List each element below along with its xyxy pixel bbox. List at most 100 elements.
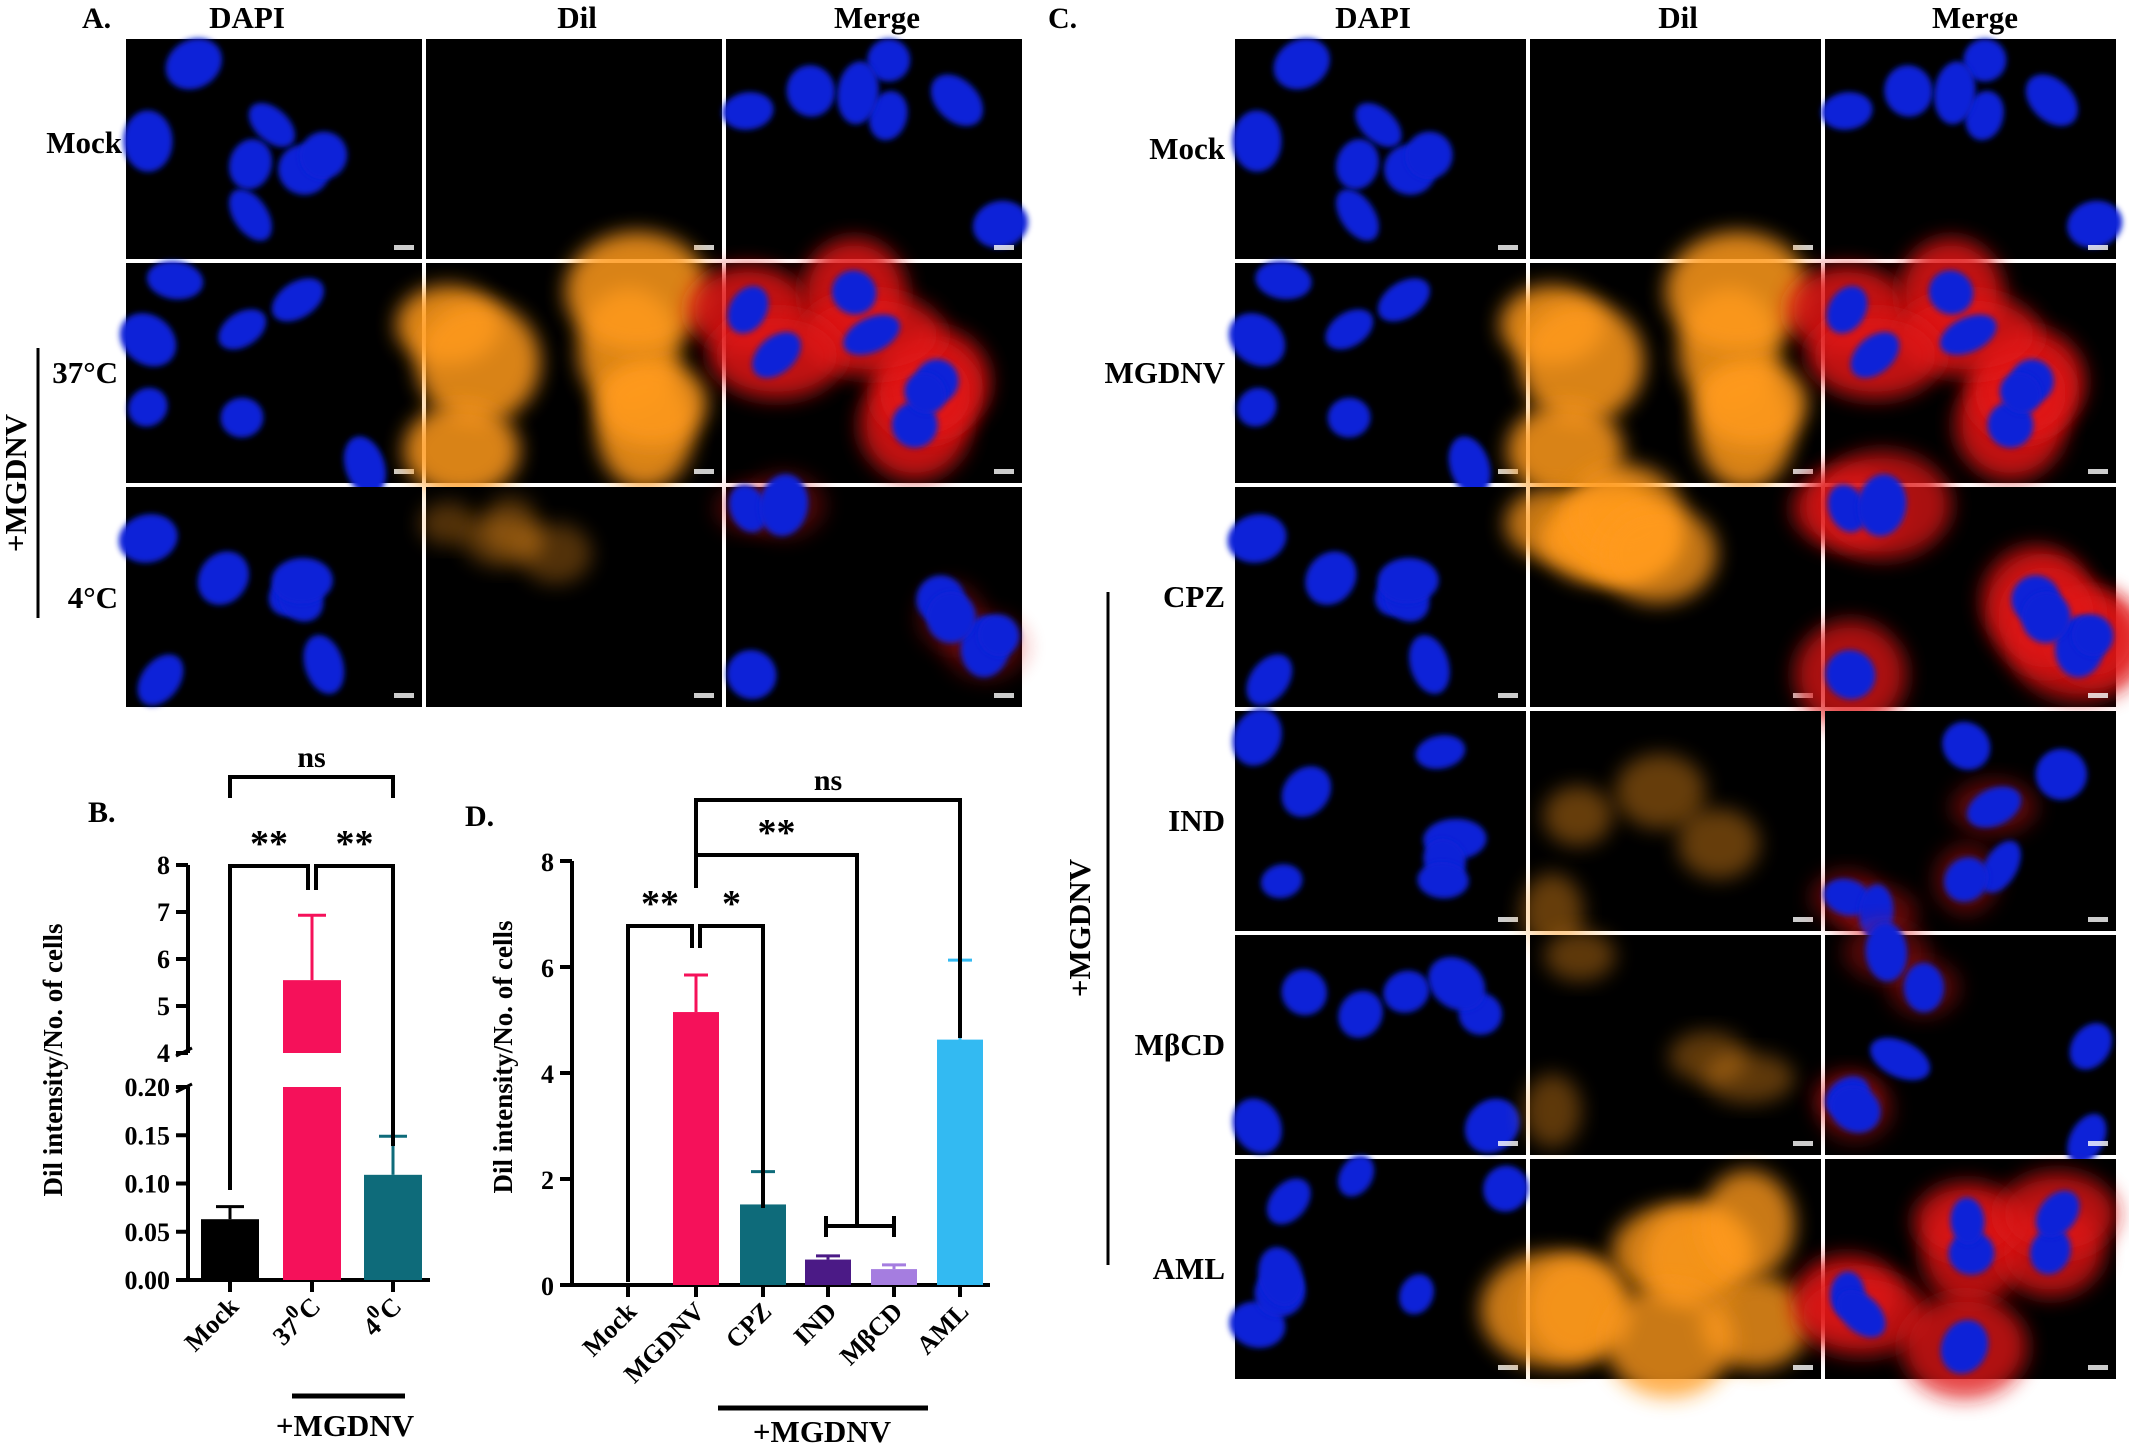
panel-a-r2-dapi-micrograph-nucleus bbox=[118, 514, 178, 563]
panel-a-r0-dapi-micrograph-nucleus bbox=[228, 139, 273, 190]
panel-c-r5-dil-micrograph-signal bbox=[1700, 1170, 1795, 1279]
panel-a-r0-dapi-micrograph-nucleus bbox=[248, 102, 296, 148]
panel-b-y-tick-label: 0.20 bbox=[125, 1073, 171, 1102]
panel-c-r5-dapi-micrograph-nucleus bbox=[1266, 1178, 1311, 1225]
panel-a-letter: A. bbox=[82, 2, 111, 35]
panel-c-r0-merge-micrograph-nucleus bbox=[1965, 90, 2004, 141]
panel-a-r0-merge-micrograph bbox=[722, 38, 1029, 259]
panel-c-r2-dapi-micrograph-nucleus bbox=[1246, 654, 1293, 706]
panel-c-r4-dapi-micrograph-scale-bar bbox=[1498, 1141, 1518, 1146]
panel-c-r3-dapi-micrograph-nucleus bbox=[1281, 766, 1332, 818]
panel-d-sig-cpz-bracket bbox=[698, 924, 765, 1208]
panel-c-r2-dil-micrograph-signal bbox=[1598, 503, 1717, 604]
panel-a-r2-dapi-micrograph bbox=[118, 487, 422, 707]
panel-c-r1-dapi-micrograph-nucleus bbox=[1327, 397, 1371, 438]
panel-c-r3-merge-micrograph-nucleus bbox=[2035, 748, 2088, 800]
panel-a-r1-dapi-micrograph-nucleus bbox=[343, 436, 387, 497]
panel-b-sig-right-bracket bbox=[314, 864, 395, 1146]
panel-c-r1-merge-micrograph-nucleus bbox=[1939, 314, 1997, 355]
panel-c-r1-dil-micrograph-signal bbox=[1695, 358, 1808, 447]
panel-c-r1-merge-micrograph-nucleus bbox=[1928, 270, 1974, 315]
panel-a-r0-merge-micrograph-nucleus bbox=[786, 65, 835, 117]
panel-c-r4-merge-micrograph-nucleus bbox=[1829, 1085, 1881, 1133]
panel-c-r2-merge-micrograph-nucleus bbox=[1857, 474, 1907, 537]
panel-c-r2-dapi-micrograph-nucleus bbox=[1377, 557, 1439, 604]
panel-b-bar bbox=[201, 1219, 259, 1280]
panel-c-r3-merge-micrograph-scale-bar bbox=[2088, 917, 2108, 922]
panel-b-group-label: +MGDNV bbox=[276, 1408, 415, 1443]
panel-a-r1-merge-micrograph-nucleus bbox=[904, 372, 947, 414]
panel-b-y-tick-label: 0.15 bbox=[125, 1121, 171, 1150]
panel-c-r4-dapi-micrograph-nucleus bbox=[1338, 990, 1383, 1038]
panel-a-r0-merge-micrograph-nucleus bbox=[868, 91, 908, 141]
panel-c-r0-merge-micrograph-nucleus bbox=[2025, 74, 2078, 127]
panel-a-r0-dil-micrograph-scale-bar bbox=[694, 245, 714, 250]
panel-a-r0-dapi-micrograph-nucleus bbox=[123, 110, 173, 172]
panel-c-r5-merge-micrograph-nucleus bbox=[2029, 1228, 2071, 1275]
panel-a-r1-dil-micrograph-signal bbox=[416, 301, 541, 424]
panel-c-row-label: MGDNV bbox=[1104, 355, 1225, 390]
panel-c-r5-dapi-micrograph-scale-bar bbox=[1498, 1365, 1518, 1370]
panel-d-x-tick-label: CPZ bbox=[720, 1297, 777, 1354]
panel-c-r2-dapi-micrograph-nucleus bbox=[1409, 635, 1450, 694]
panel-a-micrographs bbox=[118, 38, 1029, 707]
panel-a-r1-dapi-micrograph-nucleus bbox=[271, 278, 324, 322]
panel-a-r1-merge-micrograph-nucleus bbox=[752, 331, 801, 378]
panel-c-r1-dil-micrograph bbox=[1499, 231, 1821, 497]
panel-c-r4-merge-micrograph-nucleus bbox=[1865, 922, 1908, 982]
panel-c-r1-dapi-micrograph-nucleus bbox=[1377, 278, 1430, 322]
panel-a-group-label: +MGDNV bbox=[0, 413, 33, 552]
panel-d-x-tick-label: Mock bbox=[577, 1296, 643, 1362]
panel-c-r4-merge-micrograph-nucleus bbox=[2069, 1022, 2113, 1070]
panel-c-r1-merge-micrograph-nucleus bbox=[1826, 285, 1868, 334]
panel-a-r0-dapi-micrograph-nucleus bbox=[228, 189, 272, 241]
panel-c-row-label: AML bbox=[1153, 1251, 1225, 1286]
panel-a-r2-merge-micrograph-nucleus bbox=[726, 649, 777, 700]
panel-c-r1-dil-micrograph-signal bbox=[1665, 231, 1810, 351]
panel-c-r2-merge-micrograph bbox=[1792, 451, 2129, 729]
panel-b-ylabel: Dil intensity/No. of cells bbox=[38, 924, 68, 1197]
panel-b-chart: 4 5 6 7 8 0.00 0.05 0.10 0.15 0.20 Mock 370C 40C ns **… bbox=[125, 741, 430, 1399]
panel-d-sig-ind-mbcd-label: ** bbox=[758, 812, 796, 854]
panel-c-r5-merge-micrograph-nucleus bbox=[1836, 1290, 1886, 1338]
panel-b-sig-left-label: ** bbox=[250, 823, 288, 865]
panel-c-col-dil: Dil bbox=[1658, 0, 1698, 35]
panel-b-sig-ns-label: ns bbox=[297, 741, 325, 774]
panel-b-letter: B. bbox=[88, 796, 116, 829]
panel-d-sig-mock-bracket bbox=[626, 924, 694, 1282]
panel-b-y-tick-label: 7 bbox=[157, 898, 170, 927]
panel-b-bar bbox=[283, 1087, 341, 1280]
panel-d-y-tick-label: 6 bbox=[541, 954, 554, 983]
panel-c-r4-dil-micrograph-signal bbox=[1523, 1074, 1582, 1148]
panel-c-r1-dil-micrograph-scale-bar bbox=[1793, 469, 1813, 474]
panel-c-r3-merge-micrograph-nucleus bbox=[1942, 721, 1991, 770]
panel-c-r5-merge-micrograph-nucleus bbox=[2035, 1190, 2080, 1238]
panel-c-r5-dapi-micrograph-nucleus bbox=[1258, 1247, 1304, 1307]
panel-c-r2-dapi-micrograph-scale-bar bbox=[1498, 693, 1518, 698]
panel-d-x-tick-label: AML bbox=[911, 1297, 974, 1360]
panel-c-r5-dil-micrograph-signal bbox=[1525, 1255, 1630, 1362]
panel-c-r0-dapi-micrograph bbox=[1232, 38, 1526, 259]
panel-d-y-tick-label: 0 bbox=[541, 1272, 554, 1301]
panel-b-y-tick-label: 6 bbox=[157, 945, 170, 974]
panel-a-r0-dil-micrograph-background bbox=[426, 39, 722, 259]
panel-b-axis-break bbox=[175, 1046, 193, 1058]
panel-d-y-tick-label: 2 bbox=[541, 1166, 554, 1195]
panel-c-r5-merge-micrograph-nucleus bbox=[1950, 1197, 1985, 1245]
panel-d-bar bbox=[673, 1012, 719, 1285]
panel-c-r5-merge-micrograph bbox=[1794, 1159, 2118, 1400]
panel-c-r1-dapi-micrograph-nucleus bbox=[1255, 260, 1312, 300]
panel-a-r1-merge-micrograph-nucleus bbox=[843, 314, 900, 356]
panel-c-r0-merge-micrograph-nucleus bbox=[1933, 61, 1976, 125]
panel-d-sig-ns-bracket bbox=[694, 798, 962, 1038]
panel-c-r2-dapi-micrograph bbox=[1227, 487, 1526, 707]
panel-c-r4-dil-micrograph-scale-bar bbox=[1793, 1141, 1813, 1146]
panel-c-r1-merge-micrograph-nucleus bbox=[1999, 372, 2042, 414]
panel-d-sig-cpz-label: * bbox=[722, 883, 741, 925]
panel-c-r2-merge-micrograph-nucleus bbox=[2071, 614, 2114, 657]
panel-a-r1-merge-micrograph-nucleus bbox=[727, 286, 769, 334]
panel-c-r1-dapi-micrograph bbox=[1228, 260, 1526, 497]
panel-c-r4-merge-micrograph-nucleus bbox=[2067, 1113, 2107, 1165]
panel-c-r0-merge-micrograph-scale-bar bbox=[2088, 245, 2108, 250]
panel-c-r0-dapi-micrograph-nucleus bbox=[1273, 38, 1330, 90]
